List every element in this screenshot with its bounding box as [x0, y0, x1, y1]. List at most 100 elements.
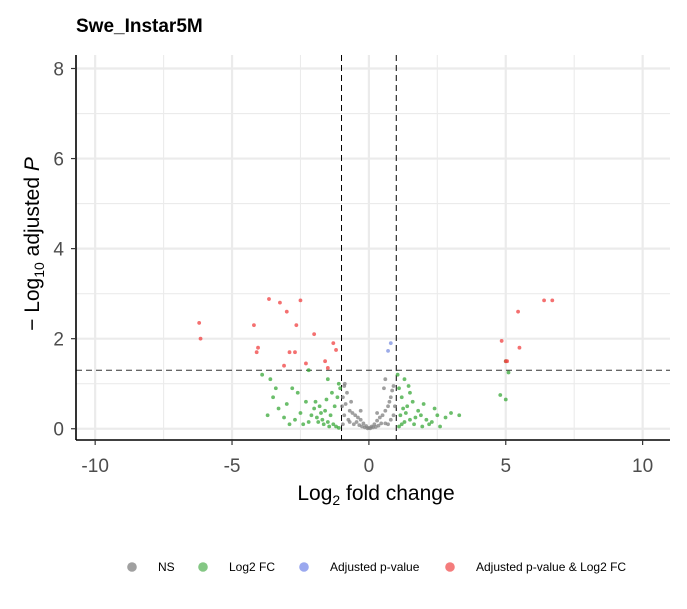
legend-label: Log2 FC: [229, 560, 275, 574]
y-tick-label: 6: [53, 150, 64, 171]
data-point: [402, 420, 407, 424]
data-point: [290, 386, 295, 391]
data-point: [421, 402, 426, 406]
data-point: [252, 323, 256, 328]
data-point: [314, 415, 319, 420]
data-point: [357, 423, 362, 428]
data-point: [356, 415, 360, 420]
data-point: [401, 406, 406, 411]
data-point: [342, 413, 347, 418]
data-point: [505, 359, 510, 364]
data-point: [435, 413, 440, 418]
data-point: [327, 424, 332, 429]
y-tick-label: 4: [53, 240, 64, 261]
data-point: [294, 323, 299, 328]
data-point: [276, 406, 281, 411]
data-point: [386, 348, 390, 353]
data-point: [335, 395, 340, 400]
legend: NS Log2 FC Adjusted p-value Adjusted p-valu…: [127, 560, 626, 574]
data-point: [293, 350, 297, 355]
data-point: [399, 395, 404, 400]
x-tick-label: 5: [500, 456, 511, 477]
data-point: [260, 372, 265, 377]
data-point: [334, 348, 338, 352]
data-point: [330, 390, 334, 395]
x-axis-title: Log2 fold change: [297, 482, 454, 508]
data-point: [387, 399, 392, 404]
data-point: [386, 422, 390, 427]
data-point: [317, 404, 322, 409]
data-point: [312, 332, 317, 337]
x-tick-label: 0: [364, 456, 375, 477]
data-point: [388, 417, 393, 422]
data-point: [332, 404, 337, 409]
data-point: [321, 422, 326, 427]
data-point: [267, 297, 271, 301]
legend-swatch: [198, 562, 208, 572]
data-point: [295, 390, 300, 395]
data-point: [323, 408, 327, 413]
data-point: [388, 341, 393, 346]
data-point: [386, 404, 390, 409]
data-point: [343, 402, 348, 406]
legend-label: Adjusted p-value & Log2 FC: [476, 560, 626, 574]
data-point: [516, 309, 520, 314]
data-point: [358, 408, 363, 413]
data-point: [345, 390, 349, 395]
data-point: [503, 397, 508, 402]
data-point: [429, 420, 434, 424]
data-point: [328, 413, 333, 418]
data-point: [254, 350, 259, 355]
data-point: [340, 404, 344, 409]
y-axis-title: − Log10 adjusted P: [21, 157, 47, 331]
data-point: [397, 386, 401, 391]
data-point: [353, 413, 358, 418]
data-point: [392, 404, 397, 409]
data-point: [347, 420, 352, 424]
data-point: [284, 309, 289, 314]
data-point: [408, 390, 412, 395]
y-tick-label: 0: [53, 420, 64, 441]
data-point: [256, 345, 260, 350]
data-point: [391, 384, 396, 388]
data-point: [347, 408, 352, 413]
data-point: [375, 411, 380, 415]
chart-title: Swe_Instar5M: [76, 16, 203, 37]
data-point: [390, 388, 395, 393]
data-point: [331, 422, 336, 427]
data-point: [282, 363, 286, 368]
data-point: [278, 300, 282, 305]
data-point: [413, 415, 418, 420]
data-point: [197, 321, 202, 325]
data-point: [298, 411, 303, 415]
data-point: [287, 422, 292, 427]
data-point: [383, 408, 388, 413]
data-point: [550, 298, 555, 303]
legend-swatch: [299, 562, 309, 572]
data-point: [368, 426, 373, 431]
data-point: [542, 298, 546, 303]
data-point: [358, 417, 363, 422]
data-point: [408, 417, 412, 422]
data-point: [298, 298, 303, 303]
data-point: [406, 384, 411, 388]
data-point: [349, 399, 354, 404]
data-point: [313, 399, 318, 404]
data-point: [338, 386, 343, 391]
data-point: [506, 370, 511, 375]
data-point: [416, 408, 421, 413]
data-point: [402, 377, 407, 382]
y-tick-label: 2: [53, 330, 64, 351]
data-point: [432, 406, 437, 411]
data-point: [354, 420, 359, 424]
data-point: [383, 377, 388, 382]
data-point: [449, 411, 453, 415]
axes: [71, 55, 670, 445]
data-point: [398, 413, 403, 418]
data-point: [271, 395, 275, 400]
cutoff-lines: [76, 55, 670, 440]
data-point: [309, 413, 314, 418]
data-point: [323, 359, 327, 364]
data-point: [325, 420, 330, 424]
data-point: [443, 415, 448, 420]
